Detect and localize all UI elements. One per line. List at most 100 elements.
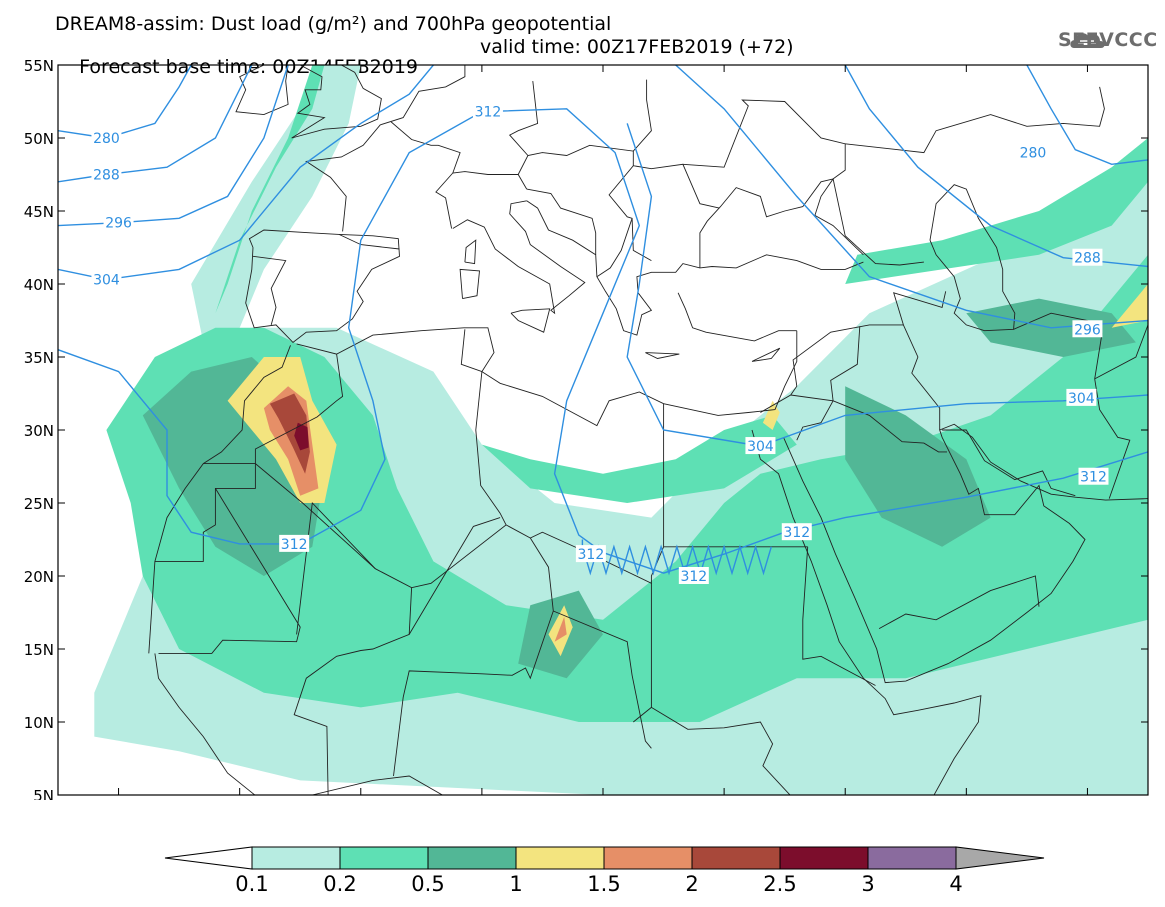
boundary-line-35 (651, 707, 791, 795)
boundary-line-19 (645, 352, 680, 359)
boundary-line-11 (929, 184, 1016, 332)
contour-label-text: 296 (1074, 322, 1101, 338)
contour-label-bg (279, 534, 310, 552)
contour-labels: 280 288 296 304 312 280 288 296 304 304 312 312 312 3… (91, 102, 1109, 585)
colorbar-label: 2 (685, 872, 698, 896)
forecast-base-time: Forecast base time: 00Z14FEB2019 (79, 56, 418, 78)
dust-region-16 (269, 393, 310, 474)
boundary-line-32 (553, 610, 652, 749)
axis-ticks: 55N50N45N40N35N30N25N20N15N10N5N20W10W01… (24, 57, 1148, 800)
boundary-line-54 (508, 81, 539, 156)
boundary-line-3 (751, 429, 982, 795)
lat-tick-label: 50N (24, 130, 54, 148)
contour-label-0: 280 (91, 129, 122, 147)
boundary-line-44 (1094, 324, 1148, 380)
colorbar-swatch-6 (779, 846, 869, 870)
boundary-line-41 (878, 575, 1040, 629)
contour-label-1: 288 (91, 165, 122, 184)
boundary-line-31 (393, 537, 554, 777)
boundary-line-52 (338, 233, 400, 250)
title-line-2: Forecast base time: 00Z14FEB2019 valid t… (55, 37, 793, 117)
boundary-line-14 (291, 65, 326, 139)
lat-tick-label: 55N (24, 57, 54, 75)
colorbar-label: 0.5 (411, 872, 444, 896)
contour-label-3: 304 (91, 270, 122, 289)
contour-line-8 (626, 123, 1148, 447)
boundary-line-29 (460, 329, 483, 431)
boundary-line-4 (783, 423, 1148, 684)
contour-label-bg (1072, 320, 1103, 338)
contour-label-text: 312 (281, 537, 308, 553)
contour-line-0 (58, 65, 192, 139)
contour-label-text: 288 (1074, 251, 1101, 267)
contour-label-bg (1078, 467, 1109, 485)
contour-label-bg (472, 102, 503, 120)
boundary-line-7 (452, 200, 586, 315)
colorbar-swatch-4 (603, 846, 693, 870)
boundary-line-1 (148, 345, 291, 654)
colorbar-swatch-1 (339, 846, 429, 870)
contour-label-text: 288 (93, 168, 120, 184)
contour-label-bg (91, 165, 122, 183)
boundary-line-25 (158, 488, 301, 654)
lat-tick-label: 25N (24, 495, 54, 513)
lat-tick-label: 5N (33, 787, 54, 800)
contour-label-text: 312 (783, 525, 810, 541)
boundary-line-26 (296, 502, 376, 635)
logo-text: SEEVCCC (1058, 29, 1158, 51)
colorbar-swatch-7 (867, 846, 957, 870)
boundary-line-13 (291, 65, 382, 139)
contour-label-text: 304 (93, 273, 120, 289)
boundary-line-53 (252, 255, 287, 326)
colorbar-over-arrow (955, 846, 1045, 870)
contour-label-text: 304 (747, 439, 774, 455)
dust-region-15 (554, 616, 567, 642)
contour-label-bg (1066, 388, 1097, 406)
contour-label-text: 312 (578, 547, 605, 563)
contour-label-bg (91, 270, 122, 288)
boundary-line-10 (699, 178, 864, 268)
colorbar-swatch-0 (251, 846, 341, 870)
boundary-line-9 (677, 292, 797, 342)
boundary-line-18 (464, 239, 477, 265)
boundary-line-30 (475, 429, 507, 526)
valid-time: valid time: 00Z17FEB2019 (+72) (480, 36, 794, 58)
colorbar-label: 3 (861, 872, 874, 896)
lat-tick-label: 45N (24, 203, 54, 221)
boundary-line-38 (790, 326, 861, 402)
contour-label-text: 312 (680, 569, 707, 585)
colorbar-label: 0.2 (323, 872, 356, 896)
colorbar-label: 2.5 (763, 872, 796, 896)
contour-label-text: 296 (105, 216, 132, 232)
contour-label-bg (1072, 248, 1103, 266)
contour-line-4 (58, 108, 1148, 574)
contour-line-7 (675, 65, 1148, 329)
dust-region-1 (191, 65, 361, 343)
dust-region-13 (1111, 284, 1148, 328)
contour-label-text: 312 (475, 105, 502, 121)
boundary-line-48 (526, 188, 597, 255)
colorbar-swatch-2 (427, 846, 517, 870)
contour-label-bg (91, 129, 122, 146)
dust-region-17 (294, 422, 309, 451)
boundary-line-16 (510, 308, 551, 333)
colorbar-label: 1.5 (587, 872, 620, 896)
contour-label-text: 280 (1020, 146, 1047, 162)
contour-label-bg (103, 213, 134, 231)
contour-label-text: 280 (93, 131, 120, 147)
boundary-line-2 (296, 327, 798, 427)
colorbar-under-arrow (164, 846, 253, 870)
boundary-line-56 (682, 99, 846, 180)
contour-line-5 (1026, 65, 1148, 166)
title-line-1: DREAM8-assim: Dust load (g/m²) and 700hP… (55, 13, 612, 35)
boundary-line-20 (751, 347, 781, 362)
contour-zigzag (581, 539, 772, 576)
dust-region-7 (845, 386, 991, 547)
boundary-line-12 (942, 429, 1076, 497)
dust-region-3 (481, 415, 797, 503)
colorbar-swatch-3 (515, 846, 605, 870)
lat-tick-label: 35N (24, 349, 54, 367)
boundary-line-5 (245, 229, 400, 344)
colorbar-label: 1 (509, 872, 522, 896)
boundary-line-47 (596, 218, 633, 278)
